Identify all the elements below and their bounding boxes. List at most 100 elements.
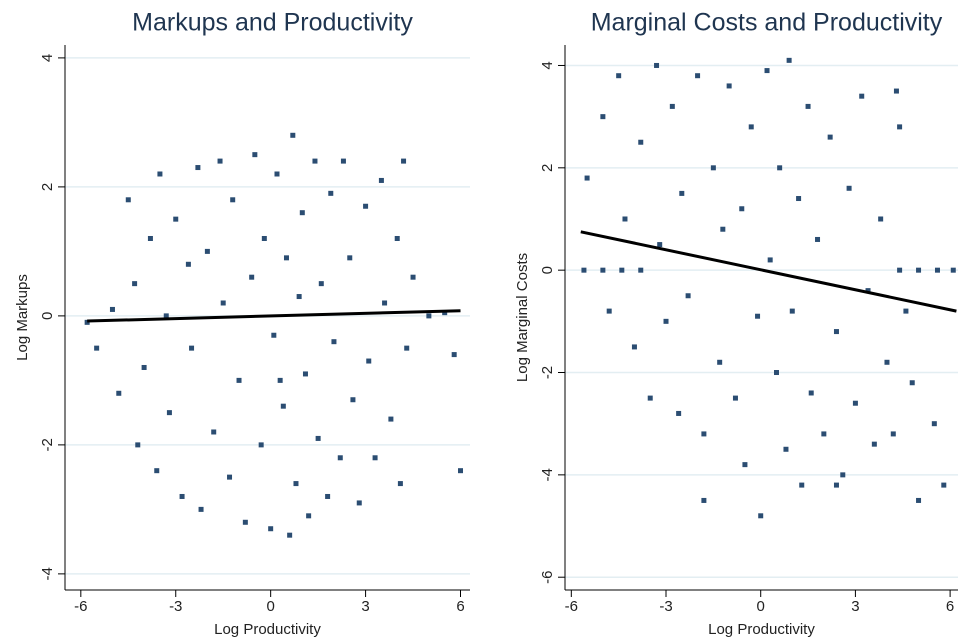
scatter-point — [154, 468, 160, 474]
scatter-point — [710, 165, 716, 171]
scatter-point — [796, 196, 802, 202]
x-tick-label: 0 — [757, 598, 765, 615]
scatter-point — [669, 103, 675, 109]
scatter-point — [890, 431, 896, 437]
scatter-point — [884, 359, 890, 365]
x-tick-label: 3 — [361, 598, 369, 615]
scatter-point — [84, 319, 90, 325]
scatter-point — [179, 493, 185, 499]
scatter-point — [356, 500, 362, 506]
scatter-point — [397, 481, 403, 487]
scatter-point — [931, 421, 937, 427]
scatter-point — [941, 482, 947, 488]
scatter-point — [230, 197, 236, 203]
scatter-point — [865, 288, 871, 294]
y-tick-label: -4 — [39, 567, 56, 580]
scatter-point — [805, 103, 811, 109]
y-tick-label: 2 — [39, 183, 56, 191]
scatter-point — [638, 267, 644, 273]
scatter-point — [252, 152, 258, 158]
scatter-point — [410, 274, 416, 280]
scatter-point — [185, 261, 191, 267]
scatter-point — [717, 359, 723, 365]
scatter-point — [871, 441, 877, 447]
scatter-point — [227, 474, 233, 480]
scatter-point — [189, 345, 195, 351]
scatter-point — [773, 370, 779, 376]
y-tick-label: 2 — [539, 164, 556, 172]
scatter-point — [258, 442, 264, 448]
scatter-point — [366, 358, 372, 364]
scatter-point — [382, 300, 388, 306]
chart-title: Markups and Productivity — [132, 9, 413, 37]
scatter-point — [166, 410, 172, 416]
scatter-point — [299, 210, 305, 216]
y-tick-label: -2 — [539, 366, 556, 379]
scatter-point — [147, 235, 153, 241]
y-axis-label: Log Markups — [14, 274, 31, 361]
scatter-point — [783, 446, 789, 452]
scatter-point — [242, 519, 248, 525]
scatter-point — [897, 267, 903, 273]
scatter-point — [125, 197, 131, 203]
scatter-point — [815, 236, 821, 242]
scatter-point — [859, 93, 865, 99]
scatter-point — [290, 132, 296, 138]
scatter-point — [340, 158, 346, 164]
chart-title: Marginal Costs and Productivity — [591, 9, 943, 37]
scatter-point — [135, 442, 141, 448]
scatter-point — [268, 526, 274, 532]
scatter-point — [764, 68, 770, 74]
scatter-point — [331, 339, 337, 345]
scatter-point — [198, 506, 204, 512]
fit-line — [87, 309, 461, 323]
scatter-point — [695, 73, 701, 79]
scatter-point — [109, 306, 115, 312]
scatter-point — [600, 267, 606, 273]
fit-line — [580, 230, 957, 313]
scatter-point — [619, 267, 625, 273]
scatter-point — [296, 294, 302, 300]
scatter-point — [458, 468, 464, 474]
scatter-point — [163, 313, 169, 319]
scatter-point — [685, 293, 691, 299]
scatter-point — [204, 248, 210, 254]
scatter-point — [631, 344, 637, 350]
scatter-point — [347, 255, 353, 261]
scatter-point — [141, 364, 147, 370]
scatter-point — [132, 281, 138, 287]
x-tick-label: 6 — [946, 598, 954, 615]
scatter-point — [777, 165, 783, 171]
scatter-point — [157, 171, 163, 177]
scatter-point — [739, 206, 745, 212]
x-tick-label: -3 — [659, 598, 672, 615]
scatter-point — [638, 139, 644, 145]
scatter-point — [840, 472, 846, 478]
scatter-point — [287, 532, 293, 538]
scatter-point — [799, 482, 805, 488]
scatter-point — [732, 395, 738, 401]
x-axis-label: Log Productivity — [214, 621, 321, 638]
scatter-point — [280, 403, 286, 409]
scatter-point — [679, 190, 685, 196]
scatter-point — [663, 318, 669, 324]
scatter-point — [852, 400, 858, 406]
scatter-point — [236, 377, 242, 383]
scatter-point — [426, 313, 432, 319]
scatter-point — [220, 300, 226, 306]
scatter-point — [378, 177, 384, 183]
scatter-point — [404, 345, 410, 351]
scatter-point — [261, 235, 267, 241]
scatter-point — [372, 455, 378, 461]
scatter-point — [217, 158, 223, 164]
scatter-point — [394, 235, 400, 241]
scatter-point — [277, 377, 283, 383]
scatter-point — [293, 481, 299, 487]
scatter-point — [271, 332, 277, 338]
scatter-point — [283, 255, 289, 261]
scatter-point — [350, 397, 356, 403]
scatter-point — [274, 171, 280, 177]
y-tick-label: 0 — [39, 312, 56, 320]
scatter-point — [581, 267, 587, 273]
